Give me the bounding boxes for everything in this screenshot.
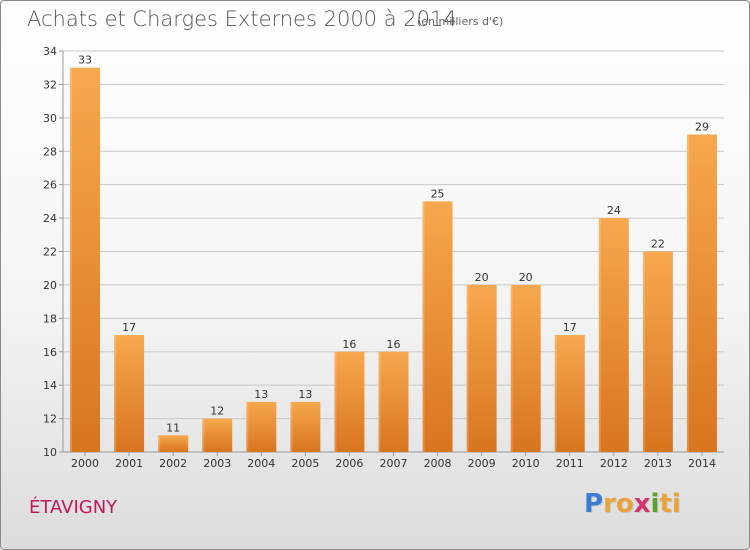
bar-2008 — [422, 201, 453, 452]
y-tick-label: 32 — [43, 78, 57, 91]
bar-value-label: 29 — [695, 121, 709, 134]
y-tick-label: 10 — [43, 446, 57, 459]
logo-letter: P — [584, 489, 604, 519]
x-tick-label: 2003 — [203, 457, 231, 470]
x-tick-label: 2008 — [424, 457, 452, 470]
bar-value-label: 17 — [563, 321, 577, 334]
proxiti-logo[interactable]: Proxiti — [584, 489, 681, 519]
bar-highlight — [510, 284, 513, 452]
x-tick-label: 2014 — [688, 457, 716, 470]
x-tick-label: 2013 — [644, 457, 672, 470]
y-tick-label: 20 — [43, 279, 57, 292]
bar-value-label: 17 — [122, 321, 136, 334]
bar-highlight — [114, 335, 117, 452]
bar-2000 — [70, 67, 101, 452]
bar-value-label: 13 — [254, 388, 268, 401]
bar-2002 — [158, 435, 189, 452]
bar-value-label: 20 — [519, 271, 533, 284]
y-tick-label: 14 — [43, 379, 57, 392]
bar-highlight — [598, 218, 601, 452]
bar-highlight — [686, 134, 689, 452]
bar-2013 — [642, 251, 673, 452]
bar-value-label: 13 — [298, 388, 312, 401]
bar-highlight — [554, 335, 557, 452]
bar-2012 — [598, 218, 629, 452]
bar-highlight — [70, 67, 73, 452]
bar-value-label: 24 — [607, 204, 621, 217]
x-tick-label: 2000 — [71, 457, 99, 470]
bar-2007 — [378, 351, 409, 452]
y-tick-label: 24 — [43, 212, 57, 225]
bar-highlight — [334, 351, 337, 452]
bar-highlight — [422, 201, 425, 452]
x-tick-label: 2009 — [468, 457, 496, 470]
bar-value-label: 22 — [651, 238, 665, 251]
bar-highlight — [466, 284, 469, 452]
logo-letter: t — [659, 489, 672, 519]
bar-2011 — [554, 335, 585, 452]
y-tick-label: 28 — [43, 145, 57, 158]
bar-2009 — [466, 284, 497, 452]
bar-value-label: 20 — [475, 271, 489, 284]
logo-letter: o — [615, 489, 634, 519]
bar-highlight — [246, 401, 249, 452]
x-tick-label: 2005 — [291, 457, 319, 470]
bar-value-label: 11 — [166, 421, 180, 434]
logo-letter: i — [671, 489, 681, 519]
bar-value-label: 16 — [342, 338, 356, 351]
x-tick-label: 2002 — [159, 457, 187, 470]
x-tick-label: 2001 — [115, 457, 143, 470]
place-name: ÉTAVIGNY — [29, 497, 118, 518]
y-tick-label: 34 — [43, 45, 57, 58]
x-tick-label: 2004 — [247, 457, 275, 470]
x-tick-label: 2012 — [600, 457, 628, 470]
bar-value-label: 16 — [387, 338, 401, 351]
bar-2003 — [202, 418, 233, 452]
bar-highlight — [202, 418, 205, 452]
bar-value-label: 12 — [210, 405, 224, 418]
y-tick-label: 16 — [43, 346, 57, 359]
logo-letter: x — [633, 489, 651, 519]
y-tick-label: 22 — [43, 246, 57, 259]
bars — [70, 67, 717, 452]
bar-highlight — [158, 435, 161, 452]
x-tick-label: 2007 — [380, 457, 408, 470]
y-tick-label: 26 — [43, 179, 57, 192]
logo-letter: i — [650, 489, 660, 519]
labels: 10 12 14 16 18 20 22 24 26 28 30 32 34 33 2000 17 2001 11… — [43, 45, 716, 470]
x-tick-label: 2011 — [556, 457, 584, 470]
bar-2006 — [334, 351, 365, 452]
bar-highlight — [642, 251, 645, 452]
x-tick-label: 2006 — [335, 457, 363, 470]
chart-subtitle: (en milliers d'€) — [417, 15, 504, 28]
bar-highlight — [378, 351, 381, 452]
chart-title: Achats et Charges Externes 2000 à 2014 — [27, 7, 457, 31]
logo-letter: r — [603, 489, 616, 519]
bar-2014 — [686, 134, 717, 452]
bar-2004 — [246, 401, 277, 452]
y-tick-label: 30 — [43, 112, 57, 125]
y-tick-label: 18 — [43, 312, 57, 325]
y-tick-label: 12 — [43, 413, 57, 426]
bar-highlight — [290, 401, 293, 452]
bar-2010 — [510, 284, 541, 452]
x-tick-label: 2010 — [512, 457, 540, 470]
bar-2001 — [114, 335, 145, 452]
bar-value-label: 33 — [78, 54, 92, 67]
bar-value-label: 25 — [431, 187, 445, 200]
bar-2005 — [290, 401, 321, 452]
